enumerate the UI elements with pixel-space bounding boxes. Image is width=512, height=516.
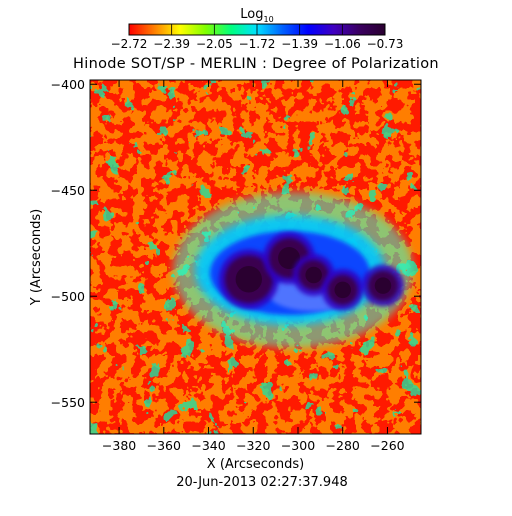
colorbar: Log10 −2.72 −2.39 −2.05 −1.72 −1.39 −1.06 −0.7… xyxy=(111,7,404,51)
colorbar-tick-label: −1.72 xyxy=(239,37,276,51)
plot-frame xyxy=(89,79,422,435)
colorbar-label: Log10 xyxy=(240,7,273,24)
y-tick-label: −550 xyxy=(51,395,85,410)
timestamp-label: 20-Jun-2013 02:27:37.948 xyxy=(176,475,348,490)
colorbar-tick-label: −2.72 xyxy=(111,37,148,51)
colorbar-ticks: −2.72 −2.39 −2.05 −1.72 −1.39 −1.06 −0.73 xyxy=(111,24,404,51)
sunspot-core xyxy=(305,266,322,284)
colorbar-tick-label: −1.39 xyxy=(281,37,318,51)
y-tick-label: −400 xyxy=(51,77,85,92)
chart-title: Hinode SOT/SP - MERLIN : Degree of Polar… xyxy=(73,56,439,72)
colorbar-label-sub: 10 xyxy=(264,15,274,24)
map-sunspots xyxy=(218,232,404,311)
colorbar-tick-label: −1.06 xyxy=(324,37,361,51)
x-tick-label: −380 xyxy=(102,438,136,453)
x-tick-label: −340 xyxy=(191,438,225,453)
colorbar-tick-label: −2.05 xyxy=(196,37,233,51)
sunspot-core xyxy=(235,266,262,293)
x-axis-label: X (Arcseconds) xyxy=(207,457,304,472)
y-axis-ticks: −400 −450 −500 −550 xyxy=(51,77,421,410)
polarization-map xyxy=(90,80,421,434)
y-tick-label: −450 xyxy=(51,183,85,198)
y-tick-label: −500 xyxy=(51,289,85,304)
colorbar-tick-label: −2.39 xyxy=(153,37,190,51)
x-tick-label: −260 xyxy=(370,438,404,453)
colorbar-label-main: Log xyxy=(240,7,263,22)
x-tick-label: −280 xyxy=(326,438,360,453)
colorbar-tick-label: −0.73 xyxy=(367,37,404,51)
sunspot-core xyxy=(278,247,301,270)
sunspot-core xyxy=(334,281,351,299)
y-axis-label: Y (Arcseconds) xyxy=(29,209,44,306)
x-axis-ticks: −380 −360 −340 −320 −300 −280 −260 xyxy=(102,80,405,453)
x-tick-label: −360 xyxy=(147,438,181,453)
x-tick-label: −300 xyxy=(281,438,315,453)
sunspot-core xyxy=(374,277,392,294)
x-tick-label: −320 xyxy=(236,438,270,453)
